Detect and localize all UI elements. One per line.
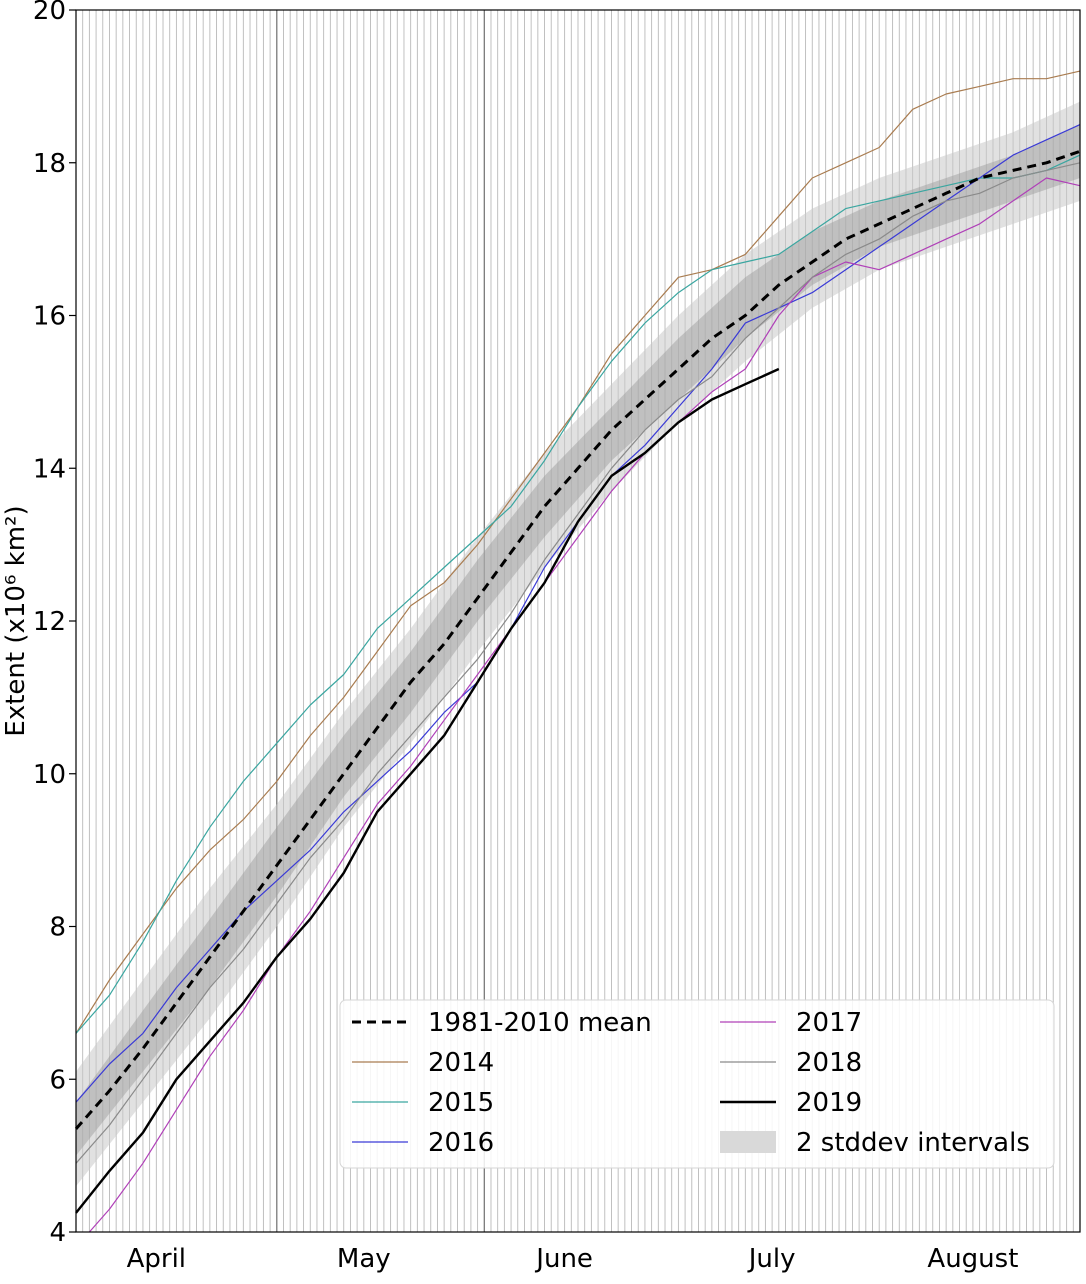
legend-label: 2015 <box>428 1088 494 1118</box>
x-month-label: June <box>534 1244 593 1274</box>
series-2018 <box>75 162 1081 1164</box>
series-2017 <box>88 177 1081 1233</box>
legend-label: 2017 <box>796 1008 862 1038</box>
x-month-label: July <box>747 1244 796 1274</box>
y-tick-label: 12 <box>33 607 66 637</box>
y-tick-label: 14 <box>33 454 66 484</box>
y-tick-label: 16 <box>33 302 66 332</box>
y-tick-label: 20 <box>33 0 66 26</box>
legend-swatch-band <box>720 1131 776 1153</box>
series-lines <box>74 70 1081 1233</box>
series-2015 <box>75 154 1081 1034</box>
y-tick-label: 18 <box>33 149 66 179</box>
x-month-label: April <box>127 1244 186 1274</box>
x-axis: April May June July August <box>127 1244 1019 1274</box>
x-month-label: May <box>337 1244 391 1274</box>
y-tick-label: 4 <box>49 1218 66 1248</box>
y-axis-label: Extent (x10⁶ km²) <box>1 505 31 736</box>
y-tick-label: 6 <box>49 1065 66 1095</box>
stddev-bands <box>76 101 1080 1187</box>
series-2019 <box>75 367 780 1214</box>
legend-label: 2 stddev intervals <box>796 1128 1030 1158</box>
y-tick-label: 8 <box>49 913 66 943</box>
legend-label: 2019 <box>796 1088 862 1118</box>
legend-box <box>339 999 1055 1169</box>
x-month-label: August <box>927 1244 1018 1274</box>
legend-label: 2014 <box>428 1048 494 1078</box>
legend-label: 1981-2010 mean <box>428 1008 652 1038</box>
legend-label: 2016 <box>428 1128 494 1158</box>
legend-label: 2018 <box>796 1048 862 1078</box>
y-axis: 4 6 8 10 12 14 16 18 20 <box>33 0 76 1248</box>
legend: 1981-2010 mean 2014 2015 2016 2017 2018 2019 2 … <box>339 999 1055 1169</box>
band-2-stddev <box>76 101 1080 1187</box>
series-1981-2010-mean <box>74 149 1081 1130</box>
y-tick-label: 10 <box>33 760 66 790</box>
